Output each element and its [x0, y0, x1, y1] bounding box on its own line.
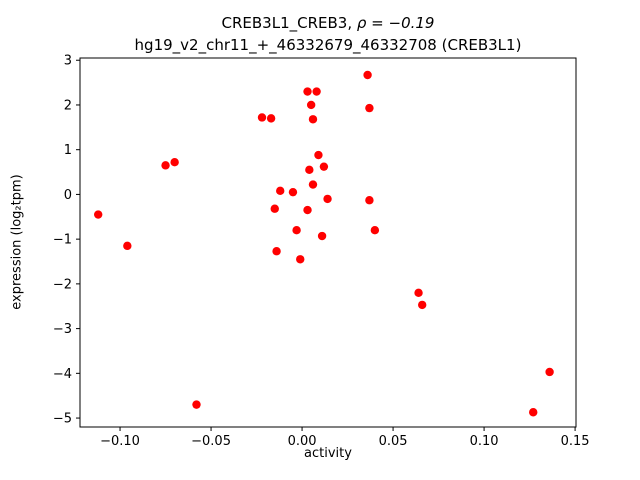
- scatter-point: [170, 158, 179, 167]
- scatter-point: [257, 113, 267, 122]
- scatter-point: [365, 196, 374, 205]
- scatter-point: [529, 408, 538, 417]
- x-axis-label: activity: [304, 446, 352, 461]
- scatter-point: [94, 210, 103, 219]
- scatter-point: [270, 204, 279, 213]
- y-tick-label: −5: [53, 412, 72, 427]
- scatter-point: [308, 115, 318, 124]
- chart-title-main: CREB3L1_CREB3,: [221, 14, 357, 32]
- scatter-point: [272, 247, 281, 256]
- x-tick-label: 0.00: [288, 434, 317, 449]
- scatter-point: [303, 87, 312, 96]
- y-tick-label: 2: [64, 98, 72, 113]
- y-tick-label: 0: [64, 188, 72, 203]
- y-tick-label: 1: [64, 143, 72, 158]
- scatter-point: [308, 180, 318, 189]
- chart-title-line1: CREB3L1_CREB3, ρ = −0.19: [80, 12, 576, 34]
- y-tick-label: −3: [53, 322, 72, 337]
- scatter-point: [305, 165, 314, 175]
- scatter-point: [319, 162, 329, 171]
- y-axis-label: expression (log₂tpm): [9, 174, 25, 310]
- scatter-point: [288, 187, 298, 197]
- scatter-point: [545, 367, 554, 377]
- scatter-point: [323, 194, 332, 204]
- y-tick-label: 3: [64, 54, 72, 69]
- x-tick-label: 0.05: [379, 434, 408, 449]
- x-tick-label: 0.10: [470, 434, 499, 449]
- scatter-point: [123, 241, 132, 251]
- scatter-point: [161, 161, 170, 170]
- chart-title-rho: ρ = −0.19: [356, 14, 435, 32]
- y-tick-label: −4: [53, 367, 72, 382]
- scatter-point: [370, 226, 380, 235]
- y-tick-label: −2: [53, 277, 72, 292]
- y-tick-label: −1: [53, 233, 72, 248]
- x-tick-label: −0.10: [100, 434, 140, 449]
- chart-title: CREB3L1_CREB3, ρ = −0.19 hg19_v2_chr11_+…: [80, 12, 576, 56]
- chart-subtitle: hg19_v2_chr11_+_46332679_46332708 (CREB3…: [134, 36, 522, 54]
- scatter-point: [417, 300, 427, 310]
- axes-frame: [79, 57, 577, 428]
- x-tick-label: −0.05: [191, 434, 231, 449]
- scatter-point: [314, 150, 323, 160]
- scatter-point: [414, 288, 423, 298]
- scatter-point: [303, 205, 312, 215]
- scatter-point: [306, 100, 316, 110]
- scatter-point: [276, 186, 285, 196]
- scatter-point: [317, 231, 327, 241]
- scatter-point: [363, 70, 372, 80]
- scatter-point: [266, 114, 276, 123]
- x-tick-label: 0.15: [561, 434, 590, 449]
- scatter-point: [296, 255, 305, 264]
- scatter-point: [292, 226, 301, 235]
- scatter-point: [192, 400, 201, 409]
- scatter-point: [312, 87, 321, 96]
- scatter-point: [365, 103, 374, 113]
